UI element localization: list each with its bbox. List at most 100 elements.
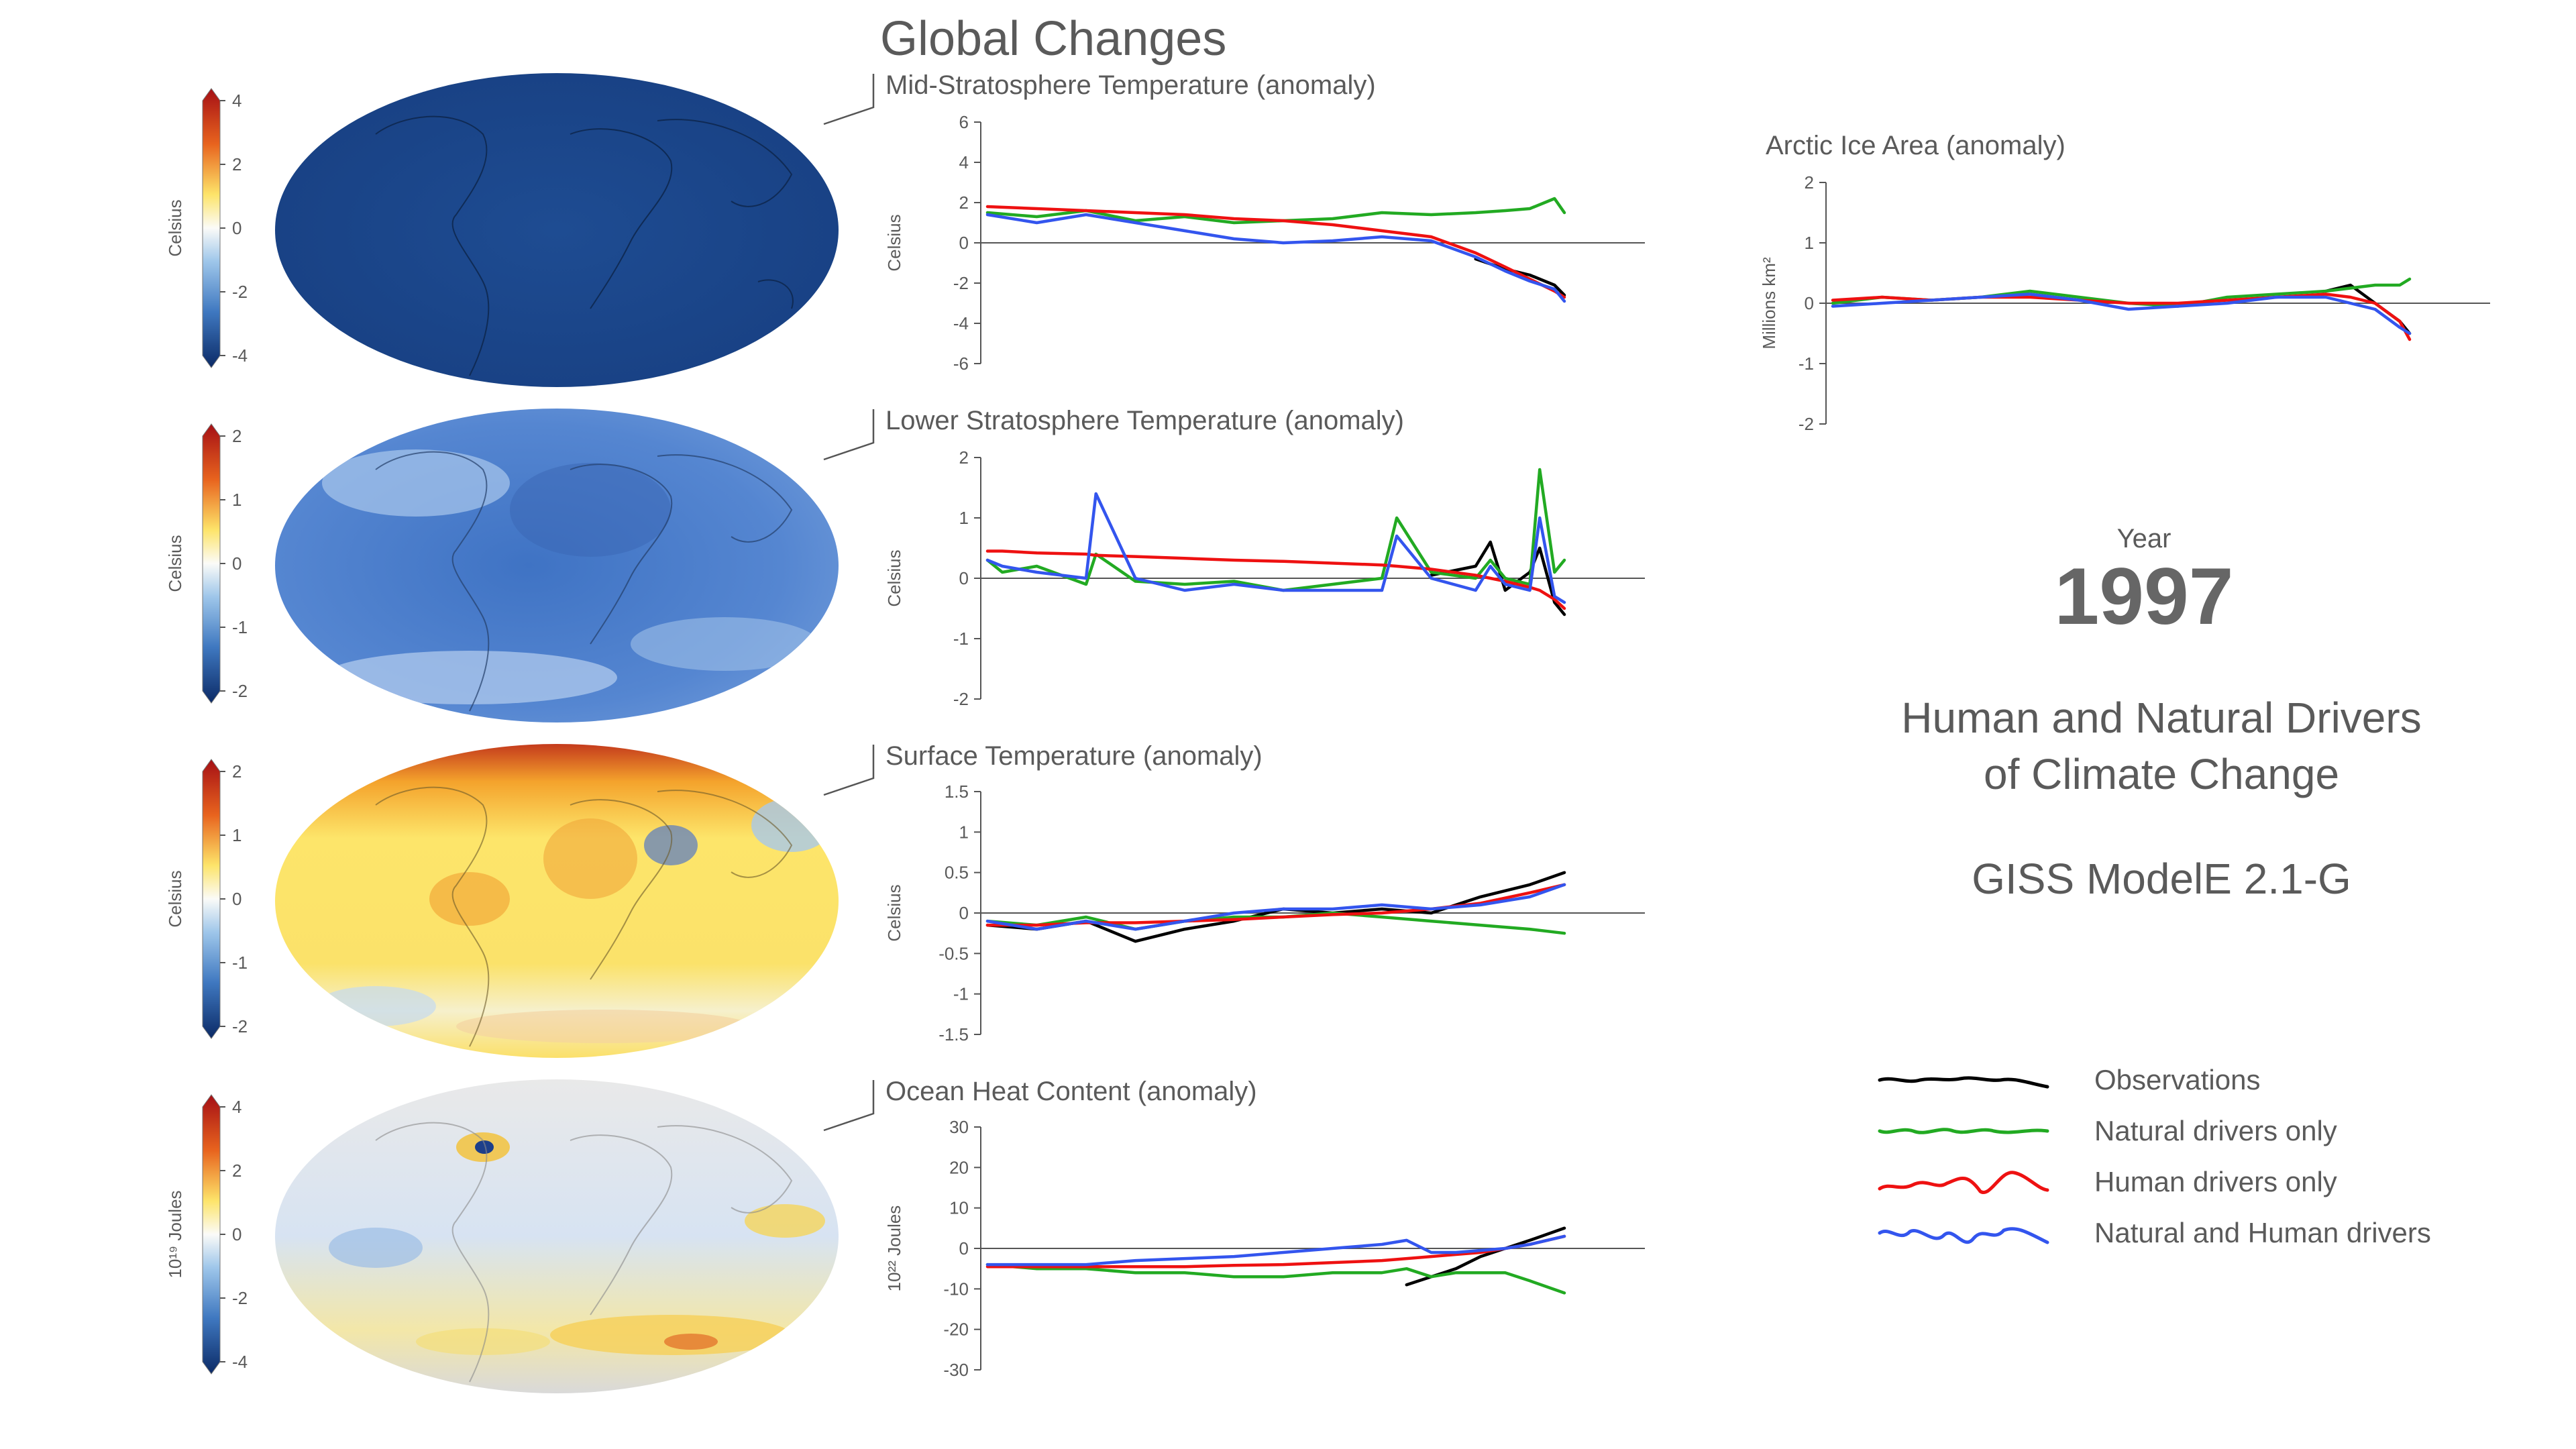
colorbar-unit-label: Celsius [165,535,185,592]
y-tick-label: -30 [943,1360,969,1380]
y-tick-label: 1 [959,508,969,528]
colorbar: 4 2 0 -2 -4 Celsius [165,88,248,368]
colorbar-tick-label: 0 [232,889,241,909]
y-axis-label: Celsius [884,884,904,941]
y-axis-label: Millions km² [1759,257,1779,350]
connector-line [823,1080,875,1132]
y-tick-label: -10 [943,1279,969,1299]
colorbar: 2 1 0 -1 -2 Celsius [165,759,248,1039]
colorbar-swatch [202,423,221,704]
colorbar-tick-label: 2 [232,426,241,446]
y-axis-label: Celsius [884,549,904,606]
colorbar-tick-label: 0 [232,1224,241,1244]
legend-item: Natural drivers only [1878,1115,2337,1146]
y-tick-label: 6 [959,112,969,132]
line-chart: Arctic Ice Area (anomaly) Millions km² 2 1 0… [1759,131,2490,434]
y-tick-label: 4 [959,152,969,172]
y-tick-label: 2 [959,447,969,468]
legend-label: Natural and Human drivers [2094,1217,2431,1248]
connector-line [823,74,875,125]
y-tick-label: -1 [1799,354,1814,374]
series-line-natural-drivers-only [985,468,1566,592]
chart-title: Arctic Ice Area (anomaly) [1766,131,2065,160]
y-tick-label: 20 [949,1157,969,1177]
y-tick-label: 2 [959,193,969,213]
series-line-natural-drivers-only [985,197,1566,225]
colorbar-swatch [202,759,221,1039]
colorbar-swatch [202,1094,221,1375]
colorbar-tick-label: 0 [232,553,241,574]
y-tick-label: -1.5 [938,1024,969,1044]
legend-item: Natural and Human drivers [1878,1217,2431,1248]
subtitle-line2: of Climate Change [1984,750,2339,798]
series-line-natural-and-human-drivers [985,213,1566,303]
line-chart: Surface Temperature (anomaly) Celsius 1.5 1… [884,741,1645,1044]
colorbar-swatch [202,88,221,368]
y-tick-label: 0 [959,903,969,923]
chart-title: Lower Stratosphere Temperature (anomaly) [885,406,1404,435]
colorbar-tick-label: -1 [232,953,248,973]
colorbar-tick-label: 2 [232,1161,241,1181]
map-ellipse [275,744,839,1058]
colorbar-tick-label: 2 [232,761,241,782]
colorbar-tick-label: -4 [232,1352,248,1372]
series-line-natural-and-human-drivers [985,492,1566,604]
y-tick-label: -0.5 [938,943,969,963]
y-tick-label: 0 [959,1238,969,1258]
y-tick-label: -1 [953,984,969,1004]
line-chart: Mid-Stratosphere Temperature (anomaly) Ce… [884,70,1645,374]
connector-lines [823,74,875,1132]
y-axis-label: 10²² Joules [884,1205,904,1292]
colorbar: 4 2 0 -2 -4 10¹⁹ Joules [165,1094,248,1375]
map-ellipse [275,73,839,387]
y-tick-label: 1.5 [945,782,969,802]
model-name: GISS ModelE 2.1-G [1972,855,2351,903]
legend-label: Human drivers only [2094,1166,2337,1197]
legend-label: Natural drivers only [2094,1115,2337,1146]
y-tick-label: -6 [953,354,969,374]
y-tick-label: 10 [949,1198,969,1218]
chart-title: Mid-Stratosphere Temperature (anomaly) [885,70,1376,100]
y-axis-label: Celsius [884,214,904,271]
page-title: Global Changes [880,12,1226,66]
colorbar-tick-label: -2 [232,681,248,701]
colorbar-tick-label: 4 [232,1097,241,1117]
colorbar-tick-label: -2 [232,282,248,302]
colorbar-tick-label: 0 [232,218,241,238]
series-line-human-drivers-only [985,205,1566,299]
continent-outlines [375,451,793,712]
colorbar-tick-label: -1 [232,617,248,637]
lower-strat-map [275,409,839,722]
colorbar-tick-label: 1 [232,490,241,510]
mid-strat-map [275,73,839,387]
legend: Observations Natural drivers only Human dr… [1878,1064,2431,1248]
colorbar-tick-label: -2 [232,1016,248,1036]
y-tick-label: 1 [1805,233,1814,253]
series-line-observations [985,871,1566,943]
series-line-human-drivers-only [985,883,1566,927]
maps-column [275,73,839,1393]
y-tick-label: -20 [943,1320,969,1340]
y-tick-label: -1 [953,629,969,649]
legend-swatch [1878,1076,2049,1089]
legend-swatch [1878,1128,2049,1134]
year-label: Year [2117,524,2171,553]
series-line-natural-and-human-drivers [985,1234,1566,1267]
ocean-heat-map [275,1079,839,1393]
y-tick-label: 1 [959,822,969,842]
colorbar-tick-label: 1 [232,825,241,845]
y-tick-label: 2 [1805,172,1814,193]
map-ellipse [275,1079,839,1393]
line-chart: Ocean Heat Content (anomaly) 10²² Joules 3… [884,1077,1645,1380]
connector-line [823,745,875,796]
line-chart: Lower Stratosphere Temperature (anomaly)… [884,406,1645,709]
y-tick-label: -2 [953,273,969,293]
legend-label: Observations [2094,1064,2260,1095]
chart-title: Surface Temperature (anomaly) [885,741,1263,771]
series-line-natural-and-human-drivers [985,883,1566,931]
subtitle-line1: Human and Natural Drivers [1901,694,2421,742]
y-tick-label: 0.5 [945,863,969,883]
continent-outlines [375,115,794,376]
legend-swatch [1878,1227,2049,1244]
